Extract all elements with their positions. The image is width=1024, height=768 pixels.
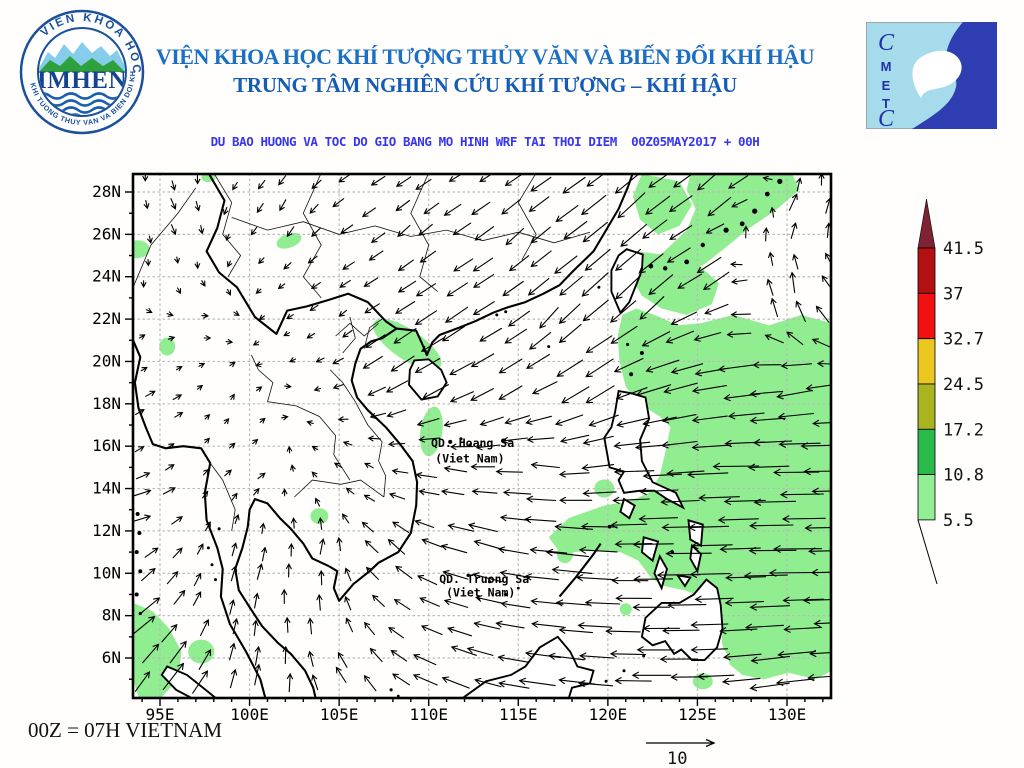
legend-value: 17.2 — [943, 420, 984, 440]
forecast-subtitle: DU BAO HUONG VA TOC DO GIO BANG MO HINH … — [210, 134, 760, 149]
legend-value: 24.5 — [943, 375, 984, 395]
lat-tick-label: 22N — [92, 309, 121, 328]
lat-tick-label: 16N — [92, 436, 121, 455]
lat-tick-label: 6N — [102, 648, 121, 667]
lon-tick-label: 105E — [320, 705, 359, 724]
map-label: QD. Truong Sa — [439, 572, 529, 586]
lon-tick-label: 120E — [589, 705, 628, 724]
svg-text:T: T — [882, 96, 890, 111]
map-label: QD. Hoang Sa — [431, 436, 514, 450]
legend-value: 10.8 — [943, 466, 984, 486]
legend-value: 32.7 — [943, 330, 984, 350]
lon-tick-label: 115E — [499, 705, 538, 724]
lat-tick-label: 24N — [92, 267, 121, 286]
legend-segment — [917, 338, 936, 385]
legend-value: 5.5 — [943, 511, 974, 531]
cmetc-letters: C M E T C — [878, 30, 895, 129]
legend-segment — [917, 247, 936, 294]
imhen-logo-art: IMHEN — [37, 42, 127, 115]
lon-tick-label: 130E — [768, 705, 807, 724]
lat-tick-label: 10N — [92, 563, 121, 582]
legend-tail — [917, 519, 938, 585]
map-labels: QD. Hoang Sa(Viet Nam)QD. Truong Sa(Viet… — [431, 436, 529, 600]
legend-segment — [917, 383, 936, 430]
svg-text:M: M — [881, 59, 892, 74]
cmetc-logo: C M E T C — [866, 22, 997, 129]
lat-tick-label: 12N — [92, 521, 121, 540]
axes: 95E 100E 105E 110E 115E 120E 125E 130E 28N 26N 24N… — [92, 182, 824, 724]
lat-tick-label: 18N — [92, 394, 121, 413]
svg-text:E: E — [882, 78, 891, 93]
legend-segment — [917, 474, 936, 521]
lon-tick-label: 95E — [146, 705, 175, 724]
lat-tick-label: 28N — [92, 182, 121, 201]
reference-vector: 10 — [646, 738, 716, 768]
imhen-logo-text: IMHEN — [37, 67, 127, 94]
map-canvas: QD. Hoang Sa(Viet Nam)QD. Truong Sa(Viet… — [133, 174, 831, 698]
lat-tick-label: 14N — [92, 479, 121, 498]
legend-arrow-tip — [917, 198, 936, 249]
wind-speed-shading — [133, 174, 831, 698]
lat-tick-label: 20N — [92, 351, 121, 370]
map-label: (Viet Nam) — [446, 586, 515, 600]
legend-segment — [917, 428, 936, 475]
legend-value: 37 — [943, 284, 963, 304]
org-title-line1: VIỆN KHOA HỌC KHÍ TƯỢNG THỦY VĂN VÀ BIẾN… — [155, 44, 815, 69]
timezone-note: 00Z = 07H VIETNAM — [28, 718, 223, 742]
inland-borders — [133, 174, 591, 531]
lon-tick-label: 125E — [678, 705, 717, 724]
lon-tick-label: 110E — [409, 705, 448, 724]
legend-segment — [917, 292, 936, 339]
org-title-line2: TRUNG TÂM NGHIÊN CỨU KHÍ TƯỢNG – KHÍ HẬU — [233, 73, 737, 97]
wind-arrows — [133, 174, 831, 694]
wind-speed-legend: 41.5 37 32.7 24.5 17.2 10.8 5.5 — [917, 198, 984, 585]
lat-tick-label: 8N — [102, 606, 121, 625]
legend-value: 41.5 — [943, 239, 984, 259]
svg-text:C: C — [878, 106, 895, 129]
lon-tick-label: 100E — [230, 705, 269, 724]
reference-value: 10 — [667, 749, 687, 768]
imhen-logo: VIEN KHOA HOC KHI TUONG THUY VAN VA BIEN… — [18, 8, 145, 135]
map-label: (Viet Nam) — [435, 452, 504, 466]
reference-arrow — [646, 738, 716, 748]
lat-tick-label: 26N — [92, 224, 121, 243]
svg-text:C: C — [878, 30, 895, 56]
